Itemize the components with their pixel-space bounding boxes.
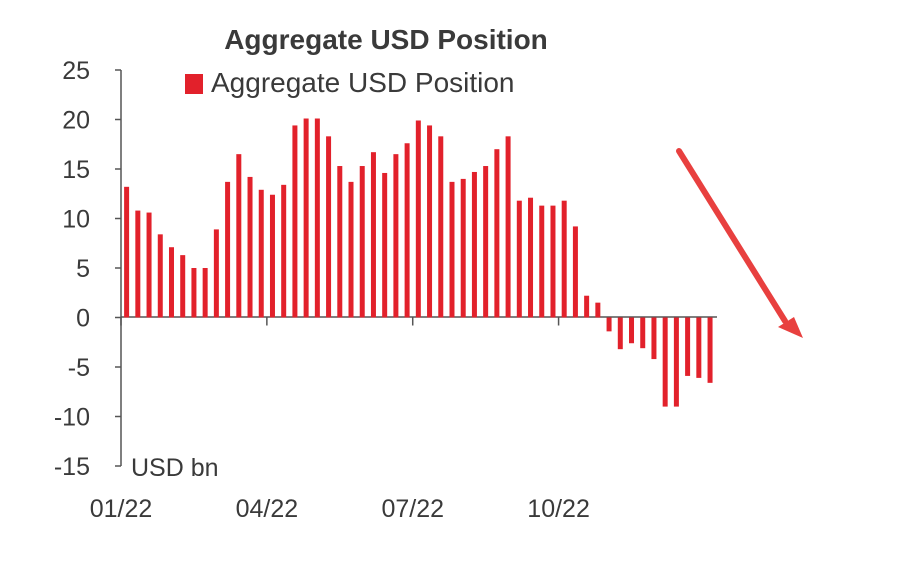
bar [449, 181, 455, 318]
y-tick-label: -5 [68, 354, 90, 382]
y-tick-label: 0 [76, 305, 90, 333]
bar [281, 184, 287, 318]
bar [348, 181, 354, 318]
bar [516, 200, 522, 318]
bar [236, 154, 242, 318]
y-tick-label: 25 [62, 57, 90, 85]
bar [696, 317, 702, 378]
trend-arrow [676, 148, 803, 338]
bar [662, 317, 668, 407]
x-tick-label: 07/22 [381, 495, 444, 523]
x-tick-label: 04/22 [236, 495, 299, 523]
bar [460, 178, 466, 318]
bar [213, 229, 219, 318]
x-tick-label: 10/22 [527, 495, 590, 523]
bar [225, 181, 231, 318]
y-tick-label: -10 [54, 404, 90, 432]
bar [337, 166, 343, 318]
legend: Aggregate USD Position [185, 67, 515, 98]
unit-label: USD bn [131, 454, 219, 482]
y-tick-label: -15 [54, 453, 90, 481]
bar [505, 136, 511, 318]
x-tick-label: 01/22 [90, 495, 153, 523]
y-axis: 25 20 15 10 5 0 -5 -10 -15 [54, 57, 122, 481]
bar [550, 205, 556, 318]
bar [180, 255, 186, 318]
bar [427, 125, 433, 318]
bar [404, 143, 410, 318]
bar [247, 176, 253, 318]
bar [483, 166, 489, 318]
bar [370, 152, 376, 318]
bar [595, 302, 601, 318]
bar [191, 268, 197, 318]
bar [528, 197, 534, 318]
trend-arrow-head [778, 317, 803, 338]
bar [269, 194, 275, 318]
bar [651, 317, 657, 360]
bar [617, 317, 623, 350]
y-tick-label: 10 [62, 206, 90, 234]
bar [415, 120, 421, 318]
y-tick-label: 15 [62, 156, 90, 184]
chart-title: Aggregate USD Position [224, 24, 548, 55]
bar [584, 295, 590, 318]
bar [471, 171, 477, 318]
bar [135, 210, 141, 318]
bar [157, 234, 163, 318]
bar [561, 200, 567, 318]
bar [673, 317, 679, 407]
legend-label: Aggregate USD Position [211, 67, 515, 98]
bar [707, 317, 713, 383]
bar [359, 166, 365, 318]
bar [258, 189, 264, 318]
bar [393, 154, 399, 318]
bar [572, 226, 578, 318]
bar [539, 205, 545, 318]
bar [146, 212, 152, 318]
y-tick-label: 5 [76, 255, 90, 283]
bar [685, 317, 691, 376]
bar [629, 317, 635, 344]
trend-arrow-shaft [676, 148, 788, 324]
bars [124, 118, 713, 407]
bar [303, 118, 309, 318]
bar [124, 186, 130, 318]
bar [606, 317, 612, 332]
bar [494, 149, 500, 318]
y-tick-label: 20 [62, 107, 90, 135]
bar [438, 136, 444, 318]
bar [640, 317, 646, 349]
bar [382, 172, 388, 318]
bar [292, 125, 298, 318]
bar [202, 268, 208, 318]
bar [168, 247, 174, 318]
bar [314, 118, 320, 318]
legend-swatch [185, 74, 203, 94]
bar [326, 136, 332, 318]
x-axis: 01/22 04/22 07/22 10/22 [90, 316, 717, 523]
